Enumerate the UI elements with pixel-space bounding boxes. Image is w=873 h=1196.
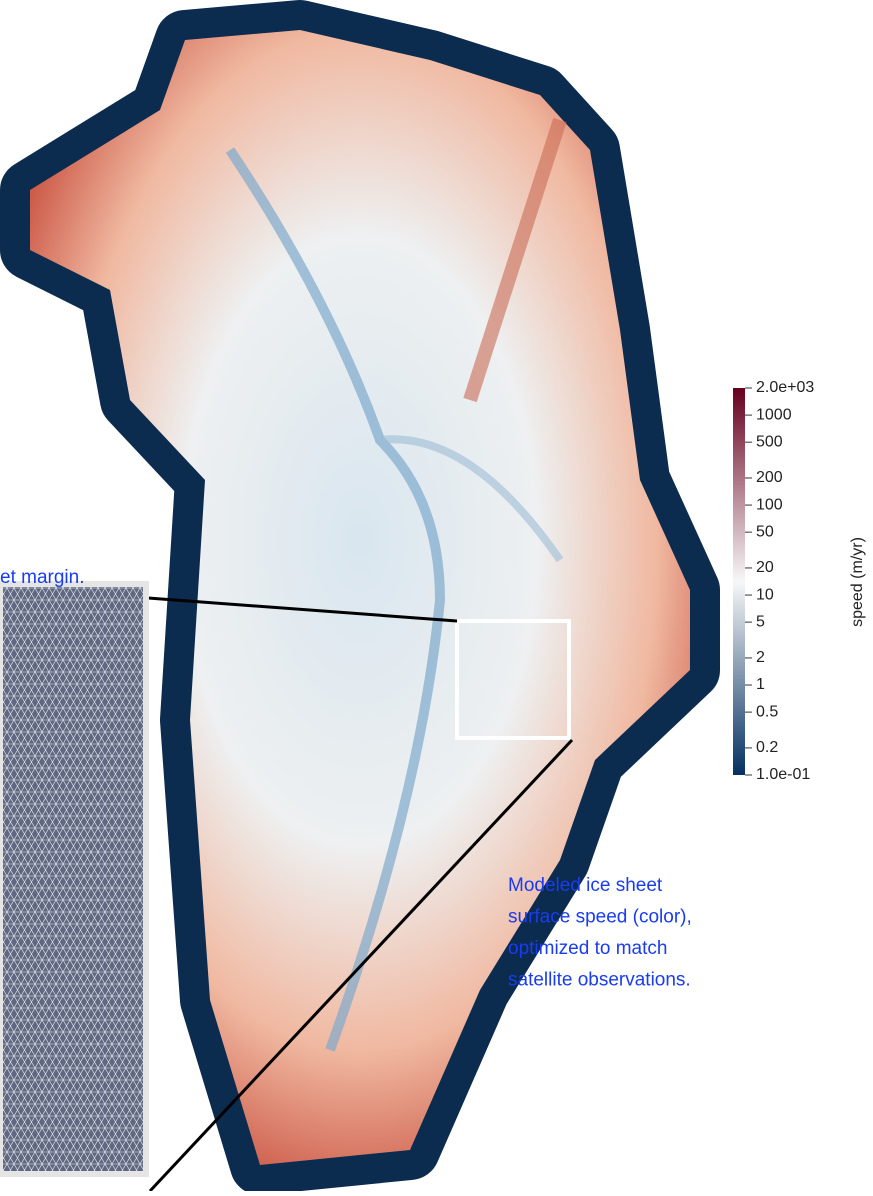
colorbar-tick-label: 1000 — [756, 406, 792, 423]
caption-line: satellite observations. — [508, 970, 691, 991]
colorbar-tick-label: 20 — [756, 559, 774, 576]
figure: et margin. Modeled ice sheet surface spee… — [0, 0, 873, 1191]
colorbar-tick-label: 200 — [756, 469, 783, 486]
colorbar-tick-label: 0.2 — [756, 739, 778, 756]
colorbar-tick-label: 50 — [756, 523, 774, 540]
colorbar-tick-label: 0.5 — [756, 703, 778, 720]
colorbar-tick-label: 10 — [756, 586, 774, 603]
colorbar-gradient — [733, 388, 745, 775]
colorbar-tick-label: 5 — [756, 613, 765, 630]
colorbar-tick-label: 2.0e+03 — [756, 379, 814, 396]
colorbar-tick-label: 1 — [756, 676, 765, 693]
colorbar-tick-label: 500 — [756, 433, 783, 450]
colorbar-tick-label: 2 — [756, 649, 765, 666]
caption-line: Modeled ice sheet — [508, 875, 663, 896]
colorbar-label: speed (m/yr) — [849, 537, 866, 627]
colorbar-tick-label: 1.0e-01 — [756, 766, 810, 783]
mesh-inset — [0, 584, 146, 1174]
caption-line: optimized to match — [508, 938, 667, 959]
inset-caption: et margin. — [0, 567, 84, 588]
colorbar: speed (m/yr) 2.0e+03 1000 500 200 100 50 20 10 5… — [733, 379, 866, 783]
colorbar-tick-label: 100 — [756, 496, 783, 513]
caption-line: surface speed (color), — [508, 907, 692, 928]
